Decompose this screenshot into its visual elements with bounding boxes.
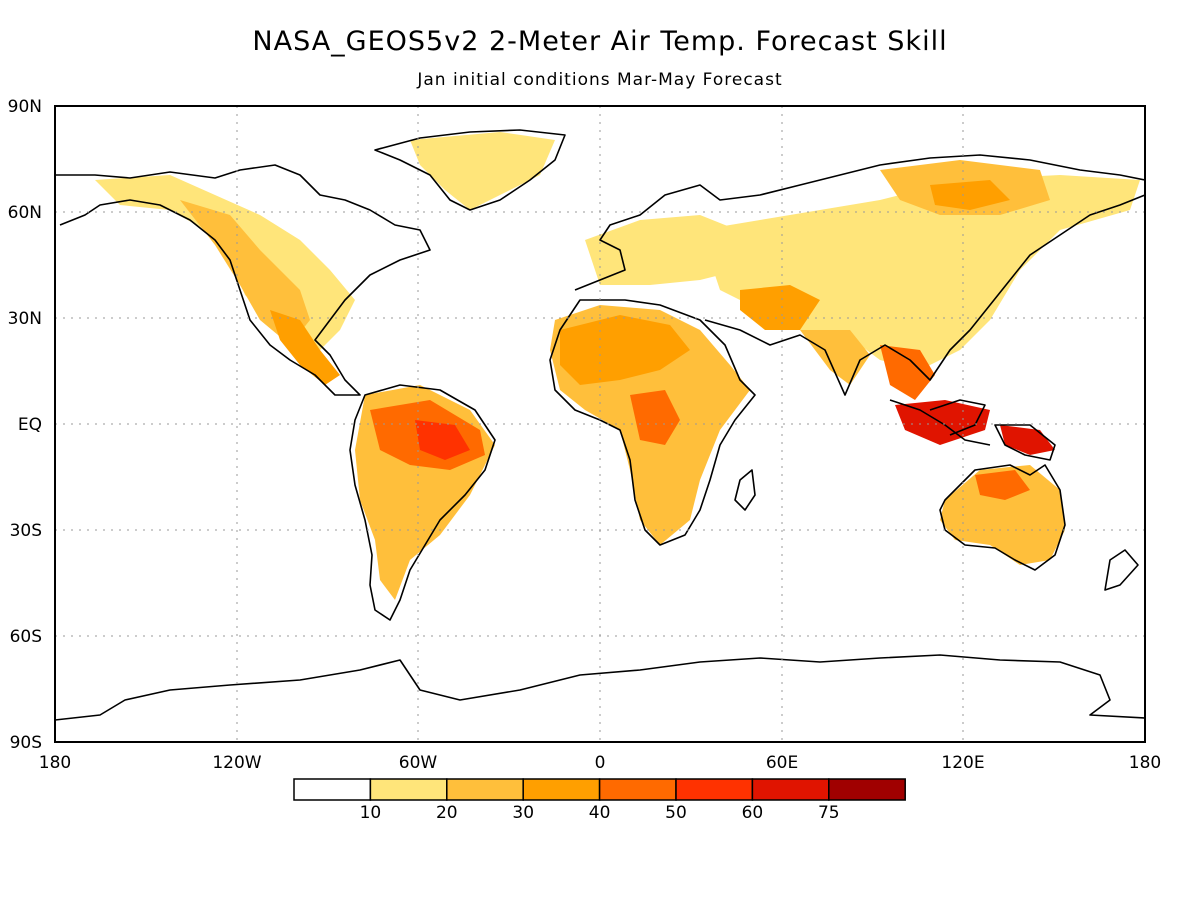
coast-indonesia [889,399,991,446]
lon-label-60e: 60E [766,753,798,773]
coast-new-zealand [1104,549,1139,591]
longitude-labels: 180 120W 60W 0 60E 120E 180 [39,753,1161,773]
colorbar-label: 60 [742,803,764,823]
shade-india [800,330,870,385]
map-frame [54,105,1146,743]
colorbar-cell [369,778,448,801]
lat-label-60n: 60N [8,203,42,223]
coast-greenland [374,129,566,211]
shade-central-africa [630,390,680,445]
latitude-labels: 90N 60N 30N EQ 30S 60S 90S [8,97,42,753]
coastlines [54,129,1146,721]
coast-antarctica [54,654,1146,721]
lon-label-0: 0 [595,753,606,773]
shade-amazon-core [415,420,470,460]
shade-greenland [410,132,555,210]
lat-label-30s: 30S [10,521,42,541]
lon-label-120e: 120E [941,753,984,773]
shade-tibet [740,285,820,330]
colorbar-cell [522,778,601,801]
lat-label-90s: 90S [10,733,42,753]
skill-shading [95,132,1140,600]
grid-lines [55,106,1145,742]
shade-asia [700,175,1140,370]
coast-asia [704,194,1146,396]
colorbar-label: 40 [589,803,611,823]
shade-siberia-core [930,180,1010,210]
coast-europe [574,154,1146,291]
colorbar-label: 20 [436,803,458,823]
colorbar-cell [751,778,830,801]
coast-south-america [349,384,496,621]
shade-west-us [180,200,310,345]
map-title: NASA_GEOS5v2 2-Meter Air Temp. Forecast … [252,26,948,57]
colorbar-cell [828,778,906,801]
shade-australia [940,465,1065,565]
lon-label-60w: 60W [399,753,438,773]
colorbar-label: 10 [360,803,382,823]
colorbar-cell [675,778,754,801]
colorbar-label: 50 [665,803,687,823]
lat-label-30n: 30N [8,309,42,329]
shade-se-asia [880,345,935,400]
lat-label-90n: 90N [8,97,42,117]
shade-mexico [270,310,340,385]
lat-label-60s: 60S [10,627,42,647]
shade-indonesia [895,400,990,445]
coast-africa [549,299,756,546]
shade-north-australia [975,470,1030,500]
colorbar-label: 30 [512,803,534,823]
colorbar: 10 20 30 40 50 60 75 [293,778,906,823]
coast-new-guinea [994,424,1056,461]
colorbar-label: 75 [818,803,840,823]
shade-sahara [560,315,690,385]
lat-label-eq: EQ [18,415,42,435]
colorbar-cell [446,778,524,801]
coast-madagascar [734,469,756,511]
lon-label-180e: 180 [1129,753,1161,773]
shade-new-guinea [1000,425,1055,455]
colorbar-cell [598,778,677,801]
colorbar-cell [293,778,372,801]
coast-australia [939,464,1066,571]
coast-north-america [55,164,431,396]
map-subtitle: Jan initial conditions Mar-May Forecast [417,70,783,90]
lon-label-180w: 180 [39,753,71,773]
lon-label-120w: 120W [212,753,261,773]
